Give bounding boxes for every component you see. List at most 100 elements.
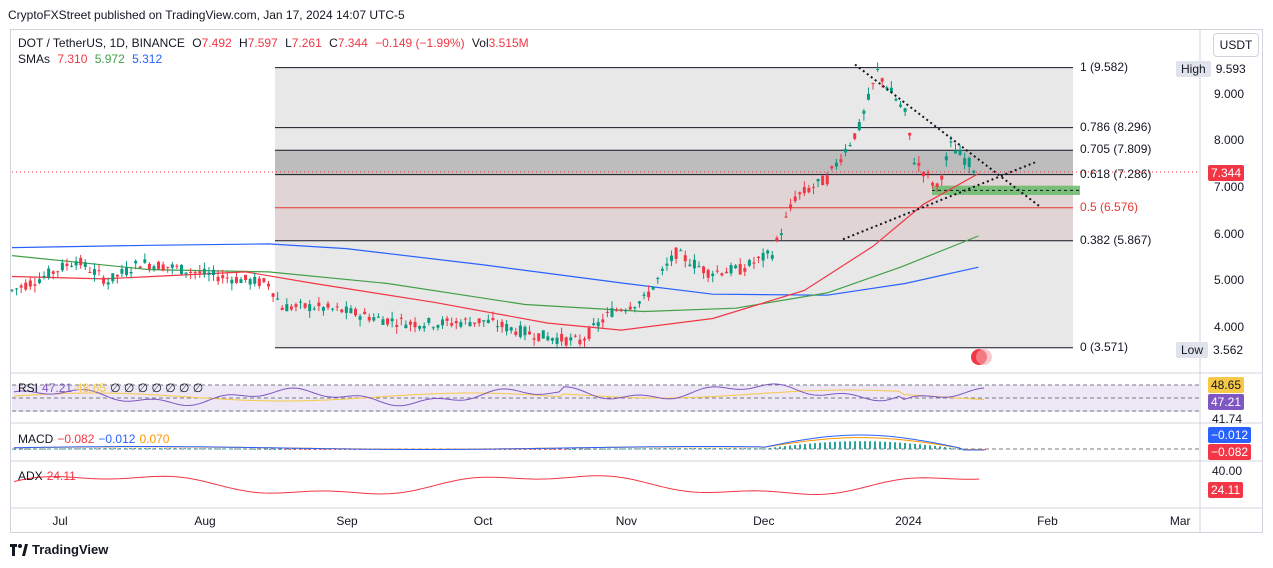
candle-body — [812, 186, 815, 188]
low-tag: Low 3.562 — [1176, 342, 1248, 358]
macd-histogram-bar — [919, 444, 921, 449]
macd-histogram-bar — [759, 448, 761, 450]
candle-body — [834, 162, 838, 167]
candle-body — [628, 306, 632, 310]
currency-button[interactable]: USDT — [1213, 33, 1259, 57]
symbol-name[interactable]: DOT / TetherUS, 1D, BINANCE — [18, 36, 185, 50]
macd-histogram-bar — [159, 448, 161, 450]
candle-body — [926, 172, 930, 174]
macd-histogram-bar — [614, 448, 616, 450]
candle-body — [555, 337, 559, 344]
candle-body — [830, 166, 834, 169]
candle-body — [106, 282, 110, 285]
candle-body — [670, 255, 674, 262]
candle-body — [321, 307, 325, 311]
macd-histogram-bar — [884, 441, 886, 449]
macd-histogram-bar — [954, 448, 956, 450]
candle-body — [779, 233, 783, 236]
candle-body — [912, 162, 916, 165]
macd-histogram-bar — [799, 444, 801, 449]
macd-histogram-bar — [89, 448, 91, 450]
macd-histogram-bar — [764, 448, 766, 450]
candle-body — [47, 268, 51, 279]
candle-body — [166, 266, 170, 268]
candle-body — [894, 98, 898, 101]
rsi-ma-tag: 48.65 — [1208, 377, 1245, 393]
candle-body — [656, 278, 660, 280]
macd-histogram-bar — [949, 447, 951, 449]
candle-body — [601, 319, 605, 323]
candle-body — [189, 271, 193, 273]
candle-body — [459, 322, 463, 327]
candle-body — [807, 187, 811, 193]
macd-histogram-bar — [274, 448, 276, 450]
macd-histogram-bar — [264, 448, 266, 450]
rsi-label: RSI — [18, 381, 39, 395]
vol-label: Vol — [471, 36, 489, 50]
candle-body — [729, 265, 733, 274]
macd-histogram-bar — [549, 449, 551, 450]
candle-body — [569, 337, 573, 341]
macd-histogram-bar — [814, 443, 816, 449]
publish-info: CryptoFXStreet published on TradingView.… — [8, 8, 405, 22]
fib-label: 0.786 (8.296) — [1080, 119, 1152, 134]
macd-histogram-bar — [244, 448, 246, 450]
macd-histogram-bar — [609, 448, 611, 450]
macd-histogram-bar — [839, 441, 841, 449]
macd-histogram-bar — [119, 448, 121, 450]
candle-body — [170, 264, 174, 268]
macd-histogram-bar — [124, 448, 126, 450]
candle-body — [138, 266, 142, 268]
macd-histogram-bar — [499, 449, 501, 450]
adx-tag: 24.11 — [1208, 482, 1244, 498]
candle-body — [92, 269, 96, 275]
candle-body — [757, 256, 761, 258]
candle-body — [596, 322, 600, 327]
adx-label: ADX — [18, 469, 43, 483]
macd-histogram-bar — [514, 449, 516, 450]
candle-body — [963, 158, 967, 165]
sma-legend[interactable]: SMAs 7.310 5.972 5.312 — [18, 52, 166, 66]
low-value: 7.261 — [291, 36, 322, 50]
macd-histogram-bar — [719, 448, 721, 450]
macd-histogram-bar — [559, 449, 561, 450]
macd-histogram-bar — [639, 448, 641, 450]
macd-hist-value: −0.082 — [57, 432, 95, 446]
candle-body — [486, 319, 490, 323]
candle-body — [280, 307, 284, 311]
time-tick: Nov — [615, 514, 638, 528]
candle-body — [523, 326, 527, 336]
macd-histogram-bar — [984, 449, 986, 451]
adx-line — [13, 475, 980, 495]
candle-body — [495, 326, 499, 328]
macd-histogram-bar — [779, 446, 781, 449]
candle-body — [161, 264, 165, 271]
macd-histogram-bar — [849, 441, 851, 449]
macd-histogram-bar — [44, 448, 46, 450]
candle-body — [431, 327, 435, 329]
candle-body — [221, 275, 225, 279]
macd-histogram-bar — [544, 449, 546, 450]
macd-histogram-bar — [209, 448, 211, 450]
candle-body — [349, 308, 353, 314]
macd-legend[interactable]: MACD −0.082 −0.012 0.070 — [18, 432, 173, 446]
macd-histogram-bar — [859, 441, 861, 449]
macd-histogram-bar — [619, 448, 621, 450]
macd-histogram-bar — [604, 448, 606, 450]
macd-histogram-bar — [939, 446, 941, 449]
macd-histogram-bar — [164, 448, 166, 450]
tradingview-footer[interactable]: TradingView — [10, 542, 108, 557]
macd-histogram-bar — [269, 448, 271, 450]
candle-body — [798, 192, 802, 195]
candle-body — [326, 303, 330, 308]
macd-histogram-bar — [34, 448, 36, 450]
adx-legend[interactable]: ADX 24.11 — [18, 469, 80, 483]
rsi-legend[interactable]: RSI 47.21 48.65 ∅ ∅ ∅ ∅ ∅ ∅ ∅ — [18, 381, 207, 395]
candle-body — [97, 270, 101, 272]
macd-histogram-bar — [284, 449, 286, 450]
time-tick: Feb — [1037, 514, 1058, 528]
candle-body — [770, 255, 774, 259]
fib-label: 0.5 (6.576) — [1080, 199, 1139, 214]
rsi-empty-values: ∅ ∅ ∅ ∅ ∅ ∅ ∅ — [110, 381, 204, 395]
